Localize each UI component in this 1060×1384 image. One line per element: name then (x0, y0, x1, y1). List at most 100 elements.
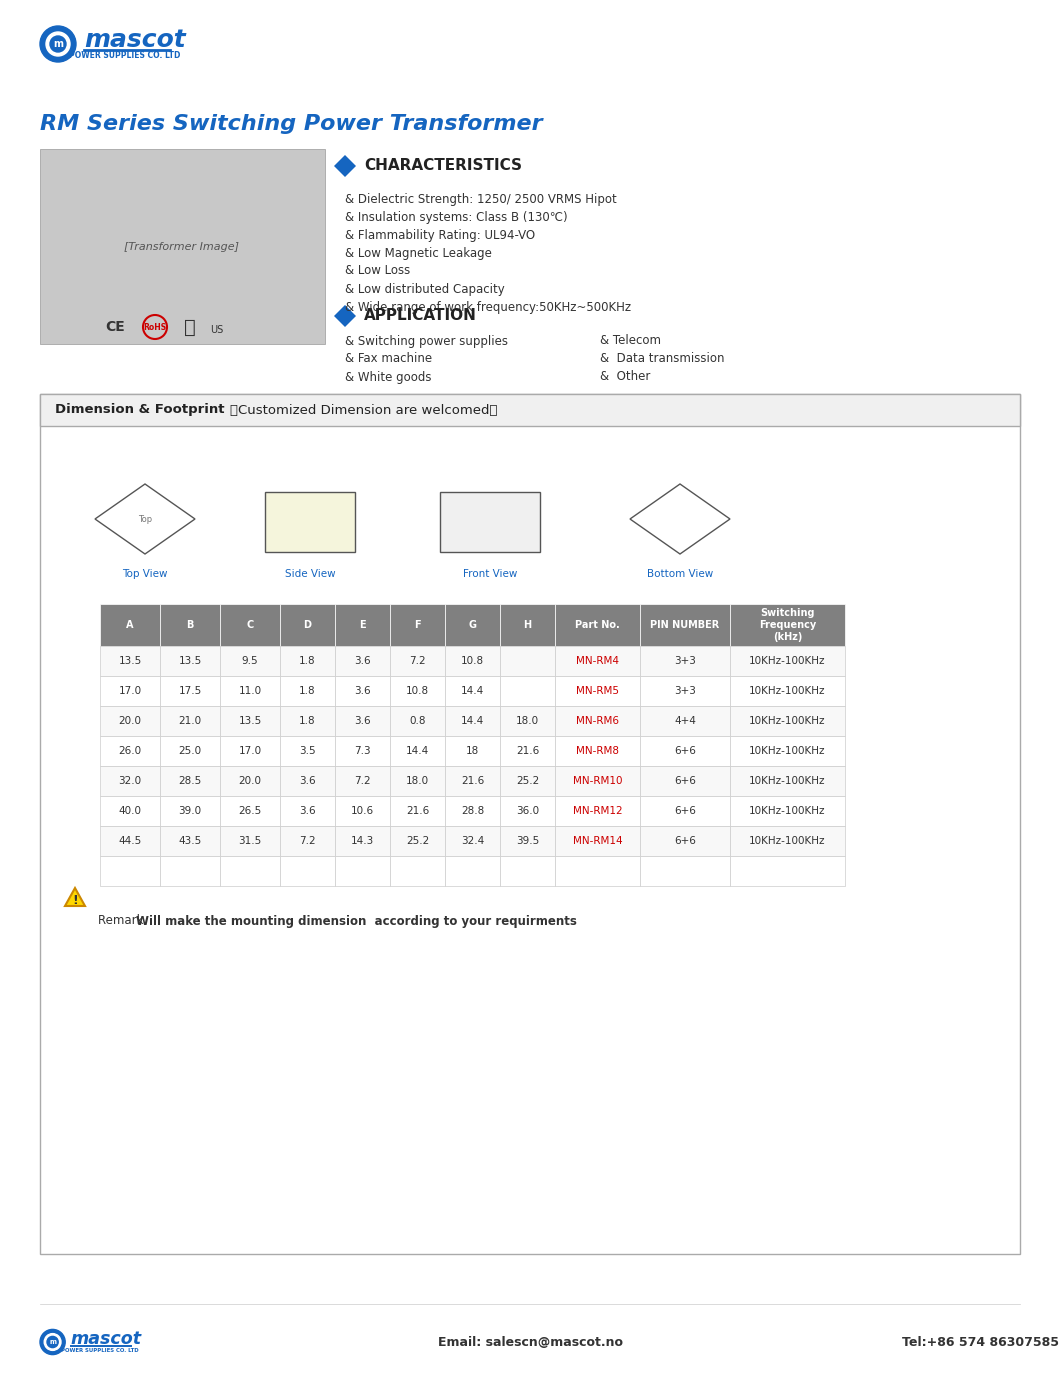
FancyBboxPatch shape (160, 646, 220, 675)
FancyBboxPatch shape (160, 603, 220, 646)
Text: 10.6: 10.6 (351, 805, 374, 817)
Text: （Customized Dimension are welcomed）: （Customized Dimension are welcomed） (230, 404, 497, 417)
FancyBboxPatch shape (730, 646, 845, 675)
FancyBboxPatch shape (280, 796, 335, 826)
Text: 13.5: 13.5 (178, 656, 201, 666)
Text: 3.5: 3.5 (299, 746, 316, 756)
Text: 25.0: 25.0 (178, 746, 201, 756)
FancyBboxPatch shape (445, 646, 500, 675)
FancyBboxPatch shape (445, 706, 500, 736)
FancyBboxPatch shape (220, 603, 280, 646)
Text: 21.6: 21.6 (406, 805, 429, 817)
FancyBboxPatch shape (100, 706, 160, 736)
Text: 18.0: 18.0 (516, 716, 540, 727)
Text: mascot: mascot (84, 28, 186, 53)
Polygon shape (334, 155, 356, 177)
Text: 25.2: 25.2 (406, 836, 429, 846)
Text: & Telecom: & Telecom (600, 335, 661, 347)
Text: 10KHz-100KHz: 10KHz-100KHz (749, 686, 826, 696)
FancyBboxPatch shape (640, 855, 730, 886)
FancyBboxPatch shape (335, 706, 390, 736)
FancyBboxPatch shape (390, 736, 445, 765)
FancyBboxPatch shape (100, 646, 160, 675)
FancyBboxPatch shape (555, 736, 640, 765)
Text: 31.5: 31.5 (238, 836, 262, 846)
Text: 17.0: 17.0 (119, 686, 142, 696)
FancyBboxPatch shape (100, 765, 160, 796)
FancyBboxPatch shape (335, 765, 390, 796)
FancyBboxPatch shape (640, 706, 730, 736)
Text: 28.5: 28.5 (178, 776, 201, 786)
Text: 10.8: 10.8 (461, 656, 484, 666)
Text: F: F (414, 620, 421, 630)
Text: 9.5: 9.5 (242, 656, 259, 666)
Circle shape (45, 1334, 61, 1351)
Text: 10KHz-100KHz: 10KHz-100KHz (749, 656, 826, 666)
Text: 0.8: 0.8 (409, 716, 426, 727)
FancyBboxPatch shape (500, 603, 555, 646)
FancyBboxPatch shape (160, 736, 220, 765)
Text: 25.2: 25.2 (516, 776, 540, 786)
FancyBboxPatch shape (640, 603, 730, 646)
Text: Side View: Side View (285, 569, 335, 579)
FancyBboxPatch shape (40, 149, 325, 345)
FancyBboxPatch shape (640, 675, 730, 706)
Text: APPLICATION: APPLICATION (364, 309, 477, 324)
FancyBboxPatch shape (640, 646, 730, 675)
Text: CE: CE (105, 320, 125, 334)
FancyBboxPatch shape (555, 675, 640, 706)
Text: 44.5: 44.5 (119, 836, 142, 846)
Text: 32.0: 32.0 (119, 776, 142, 786)
FancyBboxPatch shape (555, 603, 640, 646)
FancyBboxPatch shape (640, 765, 730, 796)
Text: & Low Loss: & Low Loss (344, 264, 410, 278)
Text: POWER SUPPLIES CO. LTD: POWER SUPPLIES CO. LTD (60, 1348, 138, 1354)
FancyBboxPatch shape (160, 826, 220, 855)
FancyBboxPatch shape (100, 675, 160, 706)
FancyBboxPatch shape (730, 675, 845, 706)
Text: & Fax machine: & Fax machine (344, 353, 432, 365)
Text: E: E (359, 620, 366, 630)
FancyBboxPatch shape (500, 646, 555, 675)
FancyBboxPatch shape (335, 603, 390, 646)
FancyBboxPatch shape (555, 796, 640, 826)
Text: [Transformer Image]: [Transformer Image] (124, 242, 240, 252)
Text: Will make the mounting dimension  according to your requirments: Will make the mounting dimension accordi… (136, 915, 577, 927)
Text: Top: Top (138, 515, 152, 523)
FancyBboxPatch shape (555, 765, 640, 796)
Text: 39.5: 39.5 (516, 836, 540, 846)
FancyBboxPatch shape (100, 855, 160, 886)
FancyBboxPatch shape (500, 675, 555, 706)
FancyBboxPatch shape (500, 736, 555, 765)
FancyBboxPatch shape (445, 603, 500, 646)
Text: 26.0: 26.0 (119, 746, 142, 756)
Text: 14.4: 14.4 (406, 746, 429, 756)
Text: 3.6: 3.6 (299, 776, 316, 786)
FancyBboxPatch shape (100, 736, 160, 765)
Circle shape (40, 1330, 66, 1355)
Text: 14.4: 14.4 (461, 686, 484, 696)
FancyBboxPatch shape (280, 855, 335, 886)
Text: 6+6: 6+6 (674, 805, 696, 817)
Text: Front View: Front View (463, 569, 517, 579)
FancyBboxPatch shape (335, 855, 390, 886)
FancyBboxPatch shape (265, 491, 355, 552)
Text: 7.2: 7.2 (299, 836, 316, 846)
Text: 21.6: 21.6 (461, 776, 484, 786)
Text: 18.0: 18.0 (406, 776, 429, 786)
Text: & Dielectric Strength: 1250/ 2500 VRMS Hipot: & Dielectric Strength: 1250/ 2500 VRMS H… (344, 192, 617, 205)
Text: 7.2: 7.2 (409, 656, 426, 666)
FancyBboxPatch shape (220, 736, 280, 765)
FancyBboxPatch shape (280, 765, 335, 796)
FancyBboxPatch shape (500, 765, 555, 796)
FancyBboxPatch shape (440, 491, 540, 552)
Text: 40.0: 40.0 (119, 805, 141, 817)
Text: 17.5: 17.5 (178, 686, 201, 696)
FancyBboxPatch shape (390, 675, 445, 706)
Text: 6+6: 6+6 (674, 746, 696, 756)
Text: 21.6: 21.6 (516, 746, 540, 756)
Text: MN-RM12: MN-RM12 (572, 805, 622, 817)
Text: 36.0: 36.0 (516, 805, 540, 817)
Text: 28.8: 28.8 (461, 805, 484, 817)
Text: MN-RM10: MN-RM10 (572, 776, 622, 786)
